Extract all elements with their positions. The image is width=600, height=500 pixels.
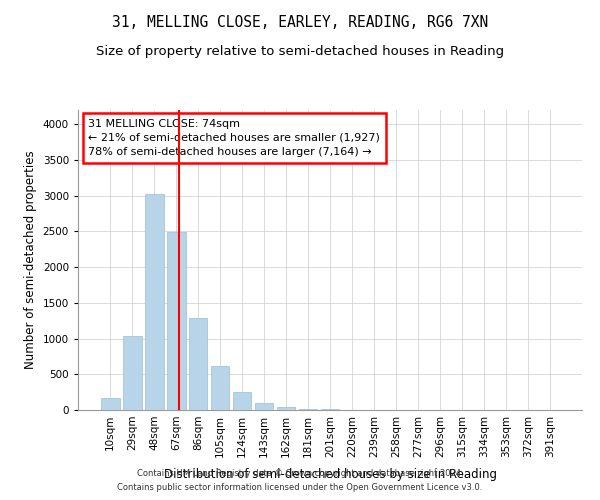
Text: Size of property relative to semi-detached houses in Reading: Size of property relative to semi-detach…: [96, 45, 504, 58]
X-axis label: Distribution of semi-detached houses by size in Reading: Distribution of semi-detached houses by …: [163, 468, 497, 481]
Bar: [255, 403, 274, 410]
Text: 31, MELLING CLOSE, EARLEY, READING, RG6 7XN: 31, MELLING CLOSE, EARLEY, READING, RG6 …: [112, 15, 488, 30]
Text: Contains public sector information licensed under the Open Government Licence v3: Contains public sector information licen…: [118, 484, 482, 492]
Text: 31 MELLING CLOSE: 74sqm
← 21% of semi-detached houses are smaller (1,927)
78% of: 31 MELLING CLOSE: 74sqm ← 21% of semi-de…: [88, 119, 380, 157]
Y-axis label: Number of semi-detached properties: Number of semi-detached properties: [24, 150, 37, 370]
Bar: [299, 409, 317, 410]
Bar: [277, 407, 295, 410]
Text: Contains HM Land Registry data © Crown copyright and database right 2024.: Contains HM Land Registry data © Crown c…: [137, 468, 463, 477]
Bar: [233, 392, 251, 410]
Bar: [123, 336, 142, 410]
Bar: [145, 194, 164, 410]
Bar: [167, 232, 185, 410]
Bar: [211, 366, 229, 410]
Bar: [189, 318, 208, 410]
Bar: [101, 398, 119, 410]
